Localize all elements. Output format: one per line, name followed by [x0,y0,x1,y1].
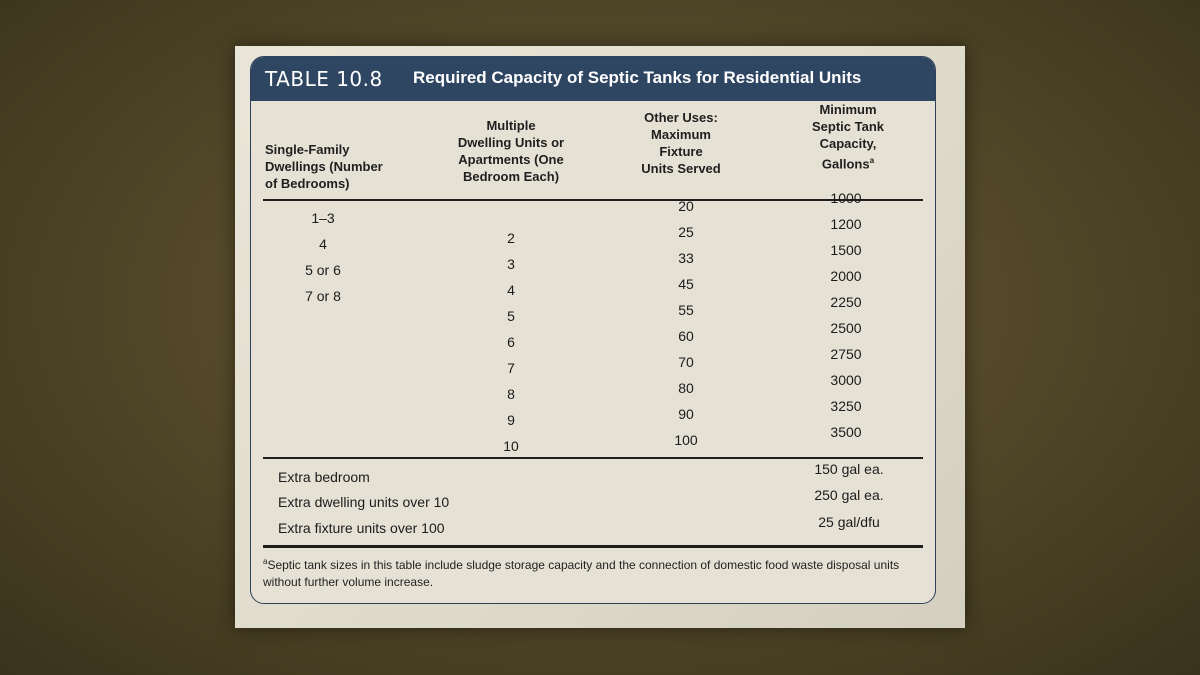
header-other-uses: Other Uses: Maximum Fixture Units Served [641,110,721,176]
fixture-cell: 90 [678,406,694,422]
dwelling-cell: 10 [503,438,519,454]
header-rule [263,199,923,201]
dwelling-cell: 9 [507,412,515,428]
capacity-cell: 2000 [830,268,862,284]
bedrooms-cell: 7 or 8 [305,288,341,304]
extra-value: 25 gal/dfu [818,514,880,530]
capacity-cell: 1500 [830,242,862,258]
header-single-family: Single-Family Dwellings (Number of Bedro… [265,142,383,191]
extra-label: Extra fixture units over 100 [278,520,445,536]
footnote-text: Septic tank sizes in this table include … [263,558,900,589]
header-footnote-marker: a [869,156,875,165]
header-capacity: Minimum Septic Tank Capacity, Gallonsa [773,101,923,172]
bedrooms-cell: 4 [319,236,327,252]
extra-label: Extra bedroom [278,469,370,485]
extra-value: 250 gal ea. [814,487,884,503]
fixture-cell: 33 [678,250,694,266]
table-title: Required Capacity of Septic Tanks for Re… [413,68,862,87]
capacity-cell: 2250 [830,294,862,310]
fixture-cell: 55 [678,302,694,318]
bedrooms-cell: 1–3 [311,210,335,226]
fixture-cell: 25 [678,224,694,240]
fixture-cell: 20 [678,198,694,214]
extras-rule [263,457,923,459]
capacity-cell: 3000 [830,372,862,388]
table-footnote: aSeptic tank sizes in this table include… [263,553,923,591]
capacity-cell: 1200 [830,216,862,232]
capacity-cell: 3250 [830,398,862,414]
fixture-cell: 70 [678,354,694,370]
dwelling-cell: 7 [507,360,515,376]
fixture-cell: 45 [678,276,694,292]
bedrooms-cell: 5 or 6 [305,262,341,278]
dwelling-cell: 4 [507,282,515,298]
capacity-cell: 1000 [830,190,862,206]
header-capacity-text: Minimum Septic Tank Capacity, Gallons [811,102,884,172]
dwelling-cell: 2 [507,230,515,246]
dwelling-cell: 5 [507,308,515,324]
capacity-cell: 2750 [830,346,862,362]
capacity-cell: 3500 [830,424,862,440]
dwelling-cell: 6 [507,334,515,350]
table-title-bar: TABLE 10.8 Required Capacity of Septic T… [251,57,935,101]
header-multiple-dwelling: Multiple Dwelling Units or Apartments (O… [457,118,565,184]
extra-value: 150 gal ea. [814,461,884,477]
fixture-cell: 60 [678,328,694,344]
fixture-cell: 100 [674,432,698,448]
dwelling-cell: 3 [507,256,515,272]
dwelling-cell: 8 [507,386,515,402]
footnote-rule [263,545,923,548]
table-number: TABLE 10.8 [265,67,383,91]
capacity-cell: 2500 [830,320,862,336]
septic-capacity-table: TABLE 10.8 Required Capacity of Septic T… [250,56,936,604]
extra-label: Extra dwelling units over 10 [278,494,450,510]
footnote-marker: a [263,557,268,566]
fixture-cell: 80 [678,380,694,396]
